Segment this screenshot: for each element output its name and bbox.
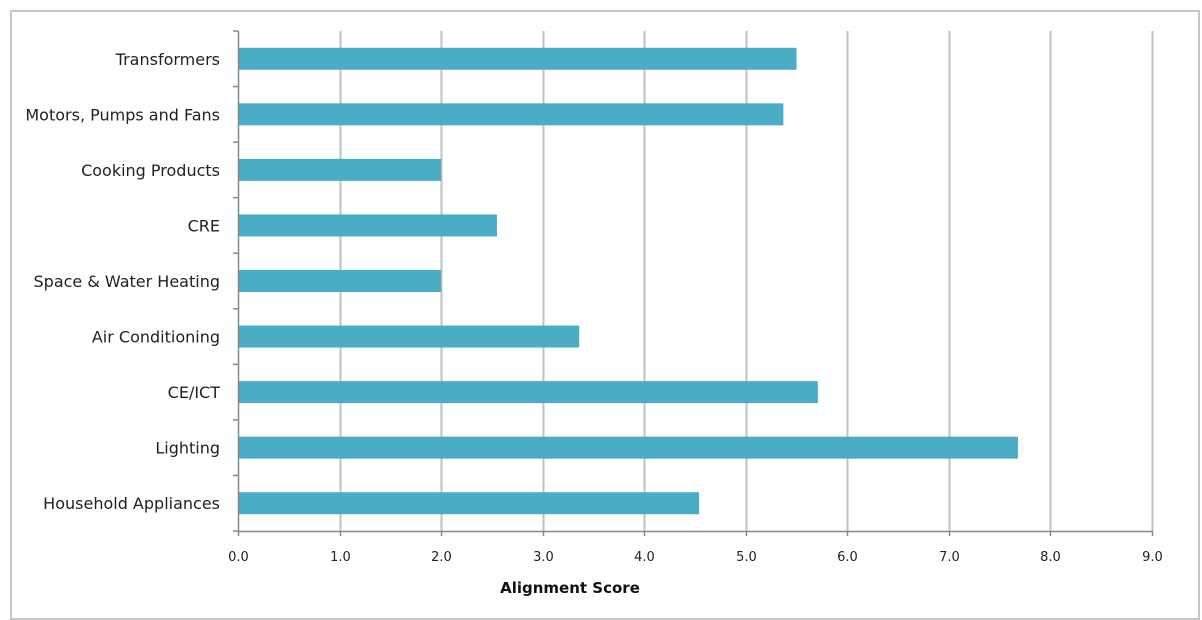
bar-ce-ict bbox=[238, 381, 818, 404]
axes bbox=[233, 30, 1154, 536]
category-label-space-water-heating: Space & Water Heating bbox=[34, 272, 220, 291]
bar-household-appliances bbox=[238, 492, 700, 515]
bar-motors-pumps-and-fans bbox=[238, 103, 784, 126]
bar-lighting bbox=[238, 436, 1018, 459]
x-tick-label-4: 4.0 bbox=[634, 550, 655, 565]
category-label-motors-pumps-and-fans: Motors, Pumps and Fans bbox=[25, 105, 220, 124]
category-label-air-conditioning: Air Conditioning bbox=[92, 328, 220, 347]
category-label-cre: CRE bbox=[188, 216, 220, 235]
x-tick-label-8: 8.0 bbox=[1040, 550, 1061, 565]
x-tick-label-6: 6.0 bbox=[837, 550, 858, 565]
x-tick-label-9: 9.0 bbox=[1142, 550, 1163, 565]
category-label-transformers: Transformers bbox=[115, 50, 220, 69]
bar-air-conditioning bbox=[238, 325, 580, 348]
x-tick-label-1: 1.0 bbox=[330, 550, 351, 565]
x-tick-label-5: 5.0 bbox=[736, 550, 757, 565]
x-axis-title: Alignment Score bbox=[500, 579, 640, 597]
bar-transformers bbox=[238, 47, 797, 70]
bar-cre bbox=[238, 214, 497, 237]
category-label-household-appliances: Household Appliances bbox=[43, 494, 220, 513]
x-tick-label-2: 2.0 bbox=[431, 550, 452, 565]
bar-space-water-heating bbox=[238, 270, 442, 292]
x-tick-label-7: 7.0 bbox=[939, 550, 960, 565]
labels: 0.0 1.0 2.0 3.0 4.0 5.0 6.0 7.0 8.0 9.0 Transforme… bbox=[25, 50, 1162, 565]
category-label-ce-ict: CE/ICT bbox=[168, 383, 221, 402]
category-label-lighting: Lighting bbox=[155, 439, 220, 458]
x-tick-label-0: 0.0 bbox=[228, 550, 249, 565]
bars bbox=[238, 47, 1018, 515]
x-tick-label-3: 3.0 bbox=[533, 550, 554, 565]
category-label-cooking-products: Cooking Products bbox=[81, 161, 220, 180]
bar-cooking-products bbox=[238, 158, 442, 181]
